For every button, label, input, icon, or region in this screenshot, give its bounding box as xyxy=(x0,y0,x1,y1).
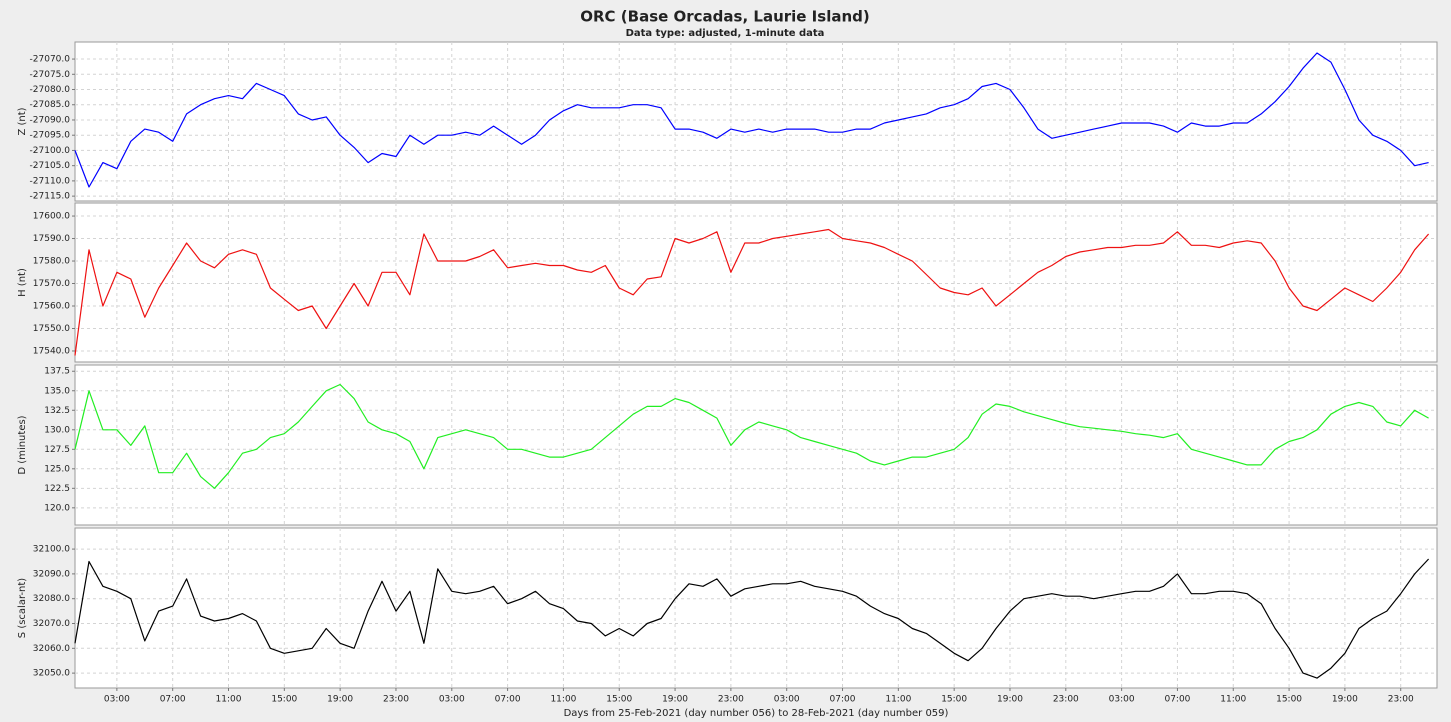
y-tick-label: 17600.0 xyxy=(33,212,70,222)
plot-area xyxy=(74,527,1438,689)
x-tick-label: 19:00 xyxy=(1332,695,1358,705)
plot-area xyxy=(74,364,1438,526)
y-tick-label: 17570.0 xyxy=(33,279,70,289)
y-tick-label: 32100.0 xyxy=(33,545,70,555)
y-tick-label: -27070.0 xyxy=(30,55,71,65)
x-tick-label: 03:00 xyxy=(774,695,800,705)
x-tick-label: 03:00 xyxy=(104,695,130,705)
y-tick-label: 32090.0 xyxy=(33,569,70,579)
data-line xyxy=(74,52,1429,188)
y-tick-label: 125.0 xyxy=(44,464,70,474)
x-tick-label: 11:00 xyxy=(1220,695,1246,705)
x-tick-label: 23:00 xyxy=(1053,695,1079,705)
x-tick-label: 19:00 xyxy=(327,695,353,705)
y-tick-label: -27110.0 xyxy=(30,176,71,186)
plot-area xyxy=(74,202,1438,363)
y-tick-label: -27100.0 xyxy=(30,146,71,156)
x-tick-label: 23:00 xyxy=(718,695,744,705)
y-tick-label: 32080.0 xyxy=(33,594,70,604)
y-tick-label: -27095.0 xyxy=(30,131,71,141)
y-axis-label: H (nt) xyxy=(17,268,28,297)
chart-title: ORC (Base Orcadas, Laurie Island) xyxy=(580,8,869,26)
y-tick-label: 17590.0 xyxy=(33,234,70,244)
y-tick-label: -27090.0 xyxy=(30,115,71,125)
data-line xyxy=(74,383,1429,489)
x-tick-label: 11:00 xyxy=(885,695,911,705)
plot-area xyxy=(74,41,1438,202)
x-tick-label: 15:00 xyxy=(271,695,297,705)
x-tick-label: 07:00 xyxy=(1164,695,1190,705)
x-tick-label: 07:00 xyxy=(830,695,856,705)
y-tick-label: 32050.0 xyxy=(33,669,70,679)
y-tick-label: 17550.0 xyxy=(33,324,70,334)
x-tick-label: 15:00 xyxy=(1276,695,1302,705)
y-tick-label: -27080.0 xyxy=(30,85,71,95)
x-tick-label: 03:00 xyxy=(1109,695,1135,705)
x-tick-label: 07:00 xyxy=(160,695,186,705)
chart-subtitle: Data type: adjusted, 1-minute data xyxy=(626,28,825,39)
y-tick-label: -27075.0 xyxy=(30,70,71,80)
y-tick-label: 17580.0 xyxy=(33,257,70,267)
data-line xyxy=(74,558,1430,679)
y-tick-label: 122.5 xyxy=(44,484,70,494)
y-tick-label: 137.5 xyxy=(44,367,70,377)
y-tick-label: 17540.0 xyxy=(33,346,70,356)
y-tick-label: 17560.0 xyxy=(33,302,70,312)
y-tick-label: 120.0 xyxy=(44,503,70,513)
x-axis-label: Days from 25-Feb-2021 (day number 056) t… xyxy=(564,708,949,719)
x-tick-label: 11:00 xyxy=(550,695,576,705)
x-tick-label: 15:00 xyxy=(606,695,632,705)
x-tick-label: 23:00 xyxy=(383,695,409,705)
y-axis-label: Z (nt) xyxy=(17,107,28,135)
y-tick-label: 32060.0 xyxy=(33,644,70,654)
y-tick-label: 135.0 xyxy=(44,386,70,396)
y-tick-label: -27085.0 xyxy=(30,100,71,110)
x-tick-label: 19:00 xyxy=(997,695,1023,705)
x-tick-label: 11:00 xyxy=(216,695,242,705)
x-tick-label: 07:00 xyxy=(495,695,521,705)
x-tick-label: 23:00 xyxy=(1388,695,1414,705)
x-tick-label: 19:00 xyxy=(662,695,688,705)
y-tick-label: -27105.0 xyxy=(30,161,71,171)
y-axis-label: S (scalar-nt) xyxy=(17,578,28,639)
x-tick-label: 15:00 xyxy=(941,695,967,705)
y-tick-label: 130.0 xyxy=(44,425,70,435)
y-tick-label: 32070.0 xyxy=(33,619,70,629)
y-tick-label: 132.5 xyxy=(44,406,70,416)
y-axis-label: D (minutes) xyxy=(17,415,28,474)
data-line xyxy=(74,228,1430,356)
y-tick-label: 127.5 xyxy=(44,445,70,455)
y-tick-label: -27115.0 xyxy=(30,192,71,202)
x-tick-label: 03:00 xyxy=(439,695,465,705)
